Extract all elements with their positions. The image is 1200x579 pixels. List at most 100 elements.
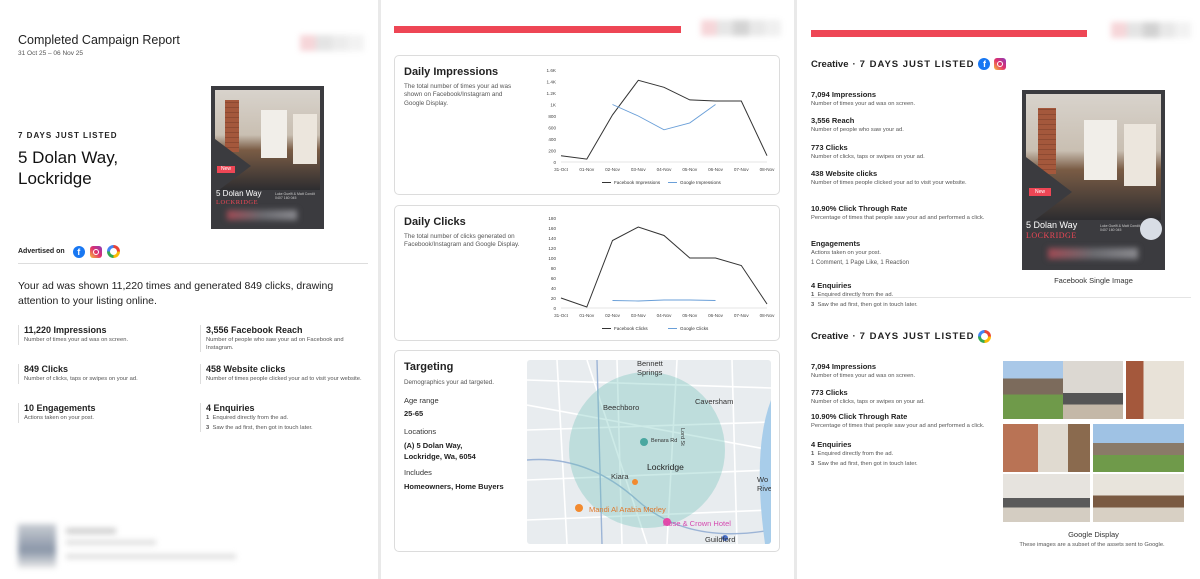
thumbnail xyxy=(1126,361,1184,419)
advertised-on-row: Advertised on f xyxy=(18,245,120,258)
agency-logo xyxy=(300,35,364,51)
agency-logo xyxy=(701,20,781,36)
stat-title: 4 Enquiries xyxy=(811,440,852,449)
svg-text:Beechboro: Beechboro xyxy=(603,403,639,412)
legend-label: Google Impressions xyxy=(680,180,722,185)
facebook-image-caption: Facebook Single Image xyxy=(1054,276,1133,285)
enquiry-item: 3 Saw the ad first, then got in touch la… xyxy=(206,424,313,431)
svg-text:Springs: Springs xyxy=(637,368,663,377)
svg-text:Rivers: Rivers xyxy=(757,484,771,493)
svg-text:Benara Rd: Benara Rd xyxy=(651,438,677,444)
instagram-icon xyxy=(994,58,1007,70)
agent-avatar xyxy=(18,524,56,568)
y-tick-label: 0 xyxy=(553,160,556,165)
stat-desc: Number of clicks, taps or swipes on your… xyxy=(24,376,138,382)
google-icon xyxy=(106,245,120,258)
stat-title: 10.90% Click Through Rate xyxy=(811,412,908,421)
series-line-google xyxy=(612,104,716,131)
stat-title: Engagements xyxy=(811,239,861,248)
y-tick-label: 20 xyxy=(551,296,557,301)
agent-contact xyxy=(66,554,236,559)
stat-desc: Number of times your ad was on screen. xyxy=(811,373,916,379)
creative-stat: 4 Enquiries 1 Enquired directly from the … xyxy=(811,440,991,468)
stat-block: 458 Website clicks Number of times people… xyxy=(200,364,370,384)
stat-title: 11,220 Impressions xyxy=(24,325,107,335)
svg-text:Bennett: Bennett xyxy=(637,360,664,368)
series-line-google xyxy=(612,299,716,302)
x-tick-label: 03-Nov xyxy=(631,313,647,318)
legend-label: Google Clicks xyxy=(680,326,709,331)
creative-stat: 7,094 Impressions Number of times your ad… xyxy=(811,362,991,381)
listing-address: 5 Dolan Way, Lockridge xyxy=(18,148,119,188)
google-display-note: These images are a subset of the assets … xyxy=(1019,542,1165,548)
agent-photo xyxy=(1140,218,1162,240)
stat-title: 438 Website clicks xyxy=(811,169,878,178)
series-line-facebook xyxy=(560,79,768,160)
agency-logo xyxy=(1111,22,1191,38)
x-tick-label: 02-Nov xyxy=(605,167,621,172)
y-tick-label: 800 xyxy=(548,114,556,119)
y-tick-label: 1.6K xyxy=(547,68,557,73)
creative-2-heading: Creative · 7 DAYS JUST LISTED xyxy=(811,330,992,343)
stat-desc: Number of times your ad was on screen. xyxy=(24,337,129,343)
x-tick-label: 07-Nov xyxy=(734,167,750,172)
x-tick-label: 08-Nov xyxy=(760,313,775,318)
enquiry-item: 1 Enquired directly from the ad. xyxy=(206,415,289,421)
svg-text:Wo: Wo xyxy=(757,475,768,484)
stat-desc: Number of times people clicked your ad t… xyxy=(206,376,362,382)
daily-clicks-card: Daily Clicks The total number of clicks … xyxy=(394,205,780,341)
google-display-caption: Google Display xyxy=(1068,530,1119,539)
creative-stat: Engagements Actions taken on your post. 1 … xyxy=(811,239,991,267)
x-tick-label: 31-Oct xyxy=(554,167,569,172)
creative-stat: 4 Enquiries 1 Enquired directly from the … xyxy=(811,281,918,308)
stat-title: 4 Enquiries xyxy=(206,403,255,413)
series-line-facebook xyxy=(560,226,768,308)
stat-desc: Percentage of times that people saw your… xyxy=(811,215,985,221)
ad-preview-image: New 5 Dolan Way LOCKRIDGE Luke Guelfi & … xyxy=(211,86,324,229)
thumbnail xyxy=(1003,361,1063,419)
x-tick-label: 04-Nov xyxy=(657,167,673,172)
y-tick-label: 80 xyxy=(551,266,557,271)
stat-title: 458 Website clicks xyxy=(206,364,286,374)
x-tick-label: 06-Nov xyxy=(708,313,724,318)
stat-title: 3,556 Reach xyxy=(811,116,855,125)
y-tick-label: 180 xyxy=(548,216,556,221)
thumbnail xyxy=(1003,424,1090,472)
x-tick-label: 03-Nov xyxy=(631,167,647,172)
stat-title: 10 Engagements xyxy=(24,403,96,413)
y-tick-label: 0 xyxy=(553,306,556,311)
y-tick-label: 40 xyxy=(551,286,557,291)
creative-stat: 773 Clicks Number of clicks, taps or swip… xyxy=(811,388,991,407)
y-tick-label: 400 xyxy=(548,137,556,142)
svg-text:Kiara: Kiara xyxy=(611,472,629,481)
stat-title: 773 Clicks xyxy=(811,143,848,152)
impressions-chart: 0 200 400 600 800 1K 1.2K 1.4K 1.6K 31-Oct 01-Nov 0… xyxy=(547,68,775,185)
stat-block: 10 Engagements Actions taken on your post… xyxy=(18,403,188,423)
creative-stat: 3,556 Reach Number of people who saw your… xyxy=(811,116,991,135)
report-page-performance: Daily Impressions The total number of ti… xyxy=(381,0,794,579)
x-tick-label: 08-Nov xyxy=(760,167,775,172)
google-icon xyxy=(978,330,992,343)
y-tick-label: 1.4K xyxy=(547,80,557,85)
divider xyxy=(18,263,368,264)
x-tick-label: 05-Nov xyxy=(682,313,698,318)
thumbnail xyxy=(1093,424,1184,472)
stat-desc: Actions taken on your post. xyxy=(811,250,881,256)
creative-stat: 7,094 Impressions Number of times your ad… xyxy=(811,90,991,109)
report-page-creatives: Creative · 7 DAYS JUST LISTED f 7,094 Im… xyxy=(797,0,1200,579)
header-bar xyxy=(394,26,681,33)
engagement-line: 1 Comment, 1 Page Like, 1 Reaction xyxy=(811,259,910,266)
y-tick-label: 140 xyxy=(548,236,556,241)
instagram-icon xyxy=(89,245,102,258)
stat-title: 849 Clicks xyxy=(24,364,69,374)
stat-desc: Number of clicks, taps or swipes on your… xyxy=(811,154,925,160)
stat-desc: Percentage of times that people saw your… xyxy=(811,423,985,429)
stat-block: 4 Enquiries 1 Enquired directly from the … xyxy=(200,403,370,432)
facebook-icon: f xyxy=(978,58,991,70)
creative-stat: 10.90% Click Through Rate Percentage of t… xyxy=(811,204,991,223)
agent-name xyxy=(66,528,116,534)
stat-desc: Actions taken on your post. xyxy=(24,415,94,421)
x-tick-label: 06-Nov xyxy=(708,167,724,172)
creative-stat: 438 Website clicks Number of times people… xyxy=(811,169,991,188)
stat-block: 11,220 Impressions Number of times your a… xyxy=(18,325,188,345)
